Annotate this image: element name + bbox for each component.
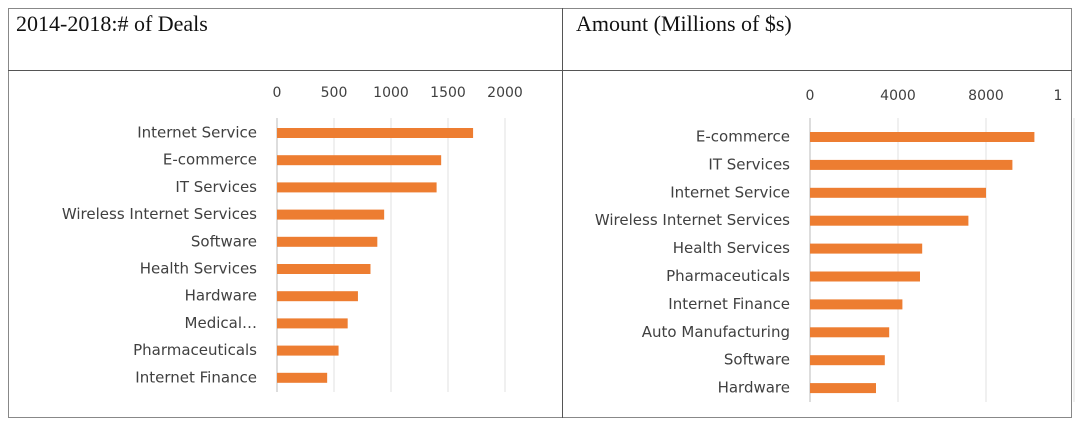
panel-title: Amount (Millions of $s) [576, 11, 792, 36]
category-label: IT Services [708, 155, 790, 173]
category-label: Internet Service [137, 124, 257, 142]
category-label: Health Services [673, 239, 790, 257]
bar [277, 291, 358, 302]
x-tick-label: 0 [806, 88, 815, 104]
bar [277, 318, 348, 329]
bar [277, 128, 474, 138]
category-label: Pharmaceuticals [133, 341, 257, 359]
x-tick-label: 500 [321, 85, 348, 101]
bar [277, 236, 378, 247]
bar [810, 159, 1013, 170]
x-tick-label: 4000 [880, 88, 916, 104]
bar [810, 215, 969, 226]
category-label: Medical… [185, 314, 257, 332]
bar [810, 327, 890, 338]
category-label: Internet Finance [135, 368, 257, 386]
bar [277, 372, 328, 383]
category-label: Internet Finance [668, 295, 790, 313]
category-label: Wireless Internet Services [62, 205, 257, 223]
category-label: Health Services [140, 260, 257, 278]
bar [810, 383, 876, 394]
category-label: Internet Service [670, 183, 790, 201]
category-label: Software [191, 232, 257, 250]
x-tick-label: 1500 [430, 85, 466, 101]
bar [810, 132, 1035, 142]
category-label: IT Services [175, 178, 257, 196]
category-label: Hardware [718, 379, 790, 397]
category-label: Pharmaceuticals [666, 267, 790, 285]
bar [277, 264, 371, 274]
category-label: Wireless Internet Services [595, 211, 790, 229]
bar [277, 209, 385, 220]
x-tick-label: 8000 [968, 88, 1004, 104]
category-label: Software [724, 351, 790, 369]
bar [810, 271, 920, 282]
x-tick-label: 2000 [487, 85, 523, 101]
bar [277, 155, 442, 166]
frame [8, 8, 1072, 418]
bar [277, 345, 339, 356]
bar [277, 182, 437, 193]
panel-title: 2014-2018:# of Deals [16, 11, 208, 36]
x-tick-label: 1 [1054, 88, 1063, 104]
bar [810, 243, 923, 254]
category-label: Auto Manufacturing [642, 323, 790, 341]
category-label: E-commerce [696, 128, 790, 146]
bar [810, 355, 885, 366]
bar [810, 187, 986, 198]
bar [810, 299, 903, 310]
x-tick-label: 0 [273, 85, 282, 101]
category-label: Hardware [185, 287, 257, 305]
category-label: E-commerce [163, 151, 257, 169]
x-tick-label: 1000 [373, 85, 409, 101]
